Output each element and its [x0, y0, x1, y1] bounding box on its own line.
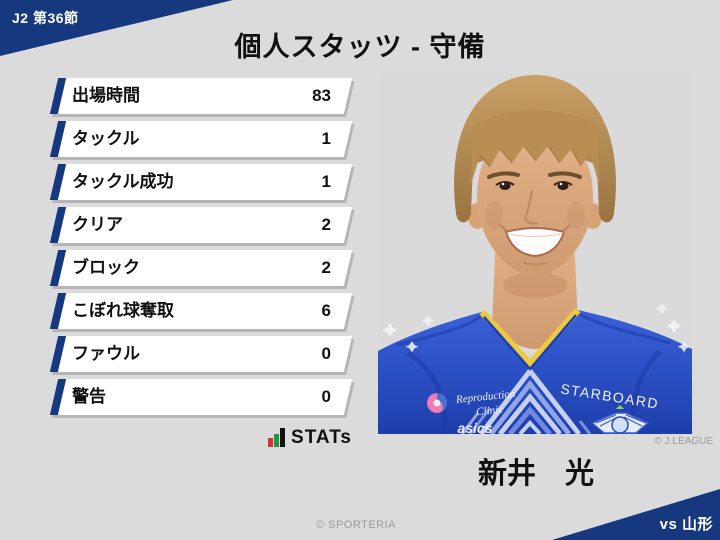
stat-value: 0 [321, 387, 331, 406]
opponent-label: vs 山形 [659, 516, 713, 533]
opponent-banner: vs 山形 [552, 489, 720, 540]
stats-logo: STATs [54, 423, 352, 447]
sponsor-asics: asics [457, 420, 492, 434]
round-label: J2 第36節 [12, 10, 79, 26]
stats-logo-text: STATs [291, 427, 352, 448]
jersey-chevron-pattern [460, 366, 592, 434]
stat-row: こぼれ球奪取 6 [49, 293, 353, 329]
stat-value: 83 [312, 86, 331, 105]
shoulder-stars [382, 303, 691, 353]
stats-list: 出場時間 83 タックル 1 タックル成功 1 クリア 2 ブロック 2 こぼれ [49, 78, 353, 422]
stat-row: ブロック 2 [49, 250, 353, 286]
page-title: 個人スタッツ - 守備 [234, 32, 486, 62]
player-jersey: Reproduction Clinic STARBOARD asics [378, 303, 692, 434]
stat-label: ブロック [72, 258, 140, 277]
site-credit: © SPORTERIA [315, 519, 397, 531]
stat-value: 2 [321, 215, 331, 234]
sponsor-clinic: Clinic [476, 404, 504, 419]
stat-value: 6 [321, 301, 331, 320]
bar-chart-icon [267, 428, 286, 447]
player-fringe [471, 110, 599, 185]
club-crest [590, 405, 650, 434]
stat-row: クリア 2 [49, 207, 353, 243]
stat-label: 警告 [72, 387, 106, 406]
stat-row: 出場時間 83 [49, 78, 353, 114]
player-name: 新井 光 [477, 458, 594, 490]
stat-row: タックル 1 [49, 121, 353, 157]
player-smile [499, 224, 571, 266]
stat-row: ファウル 0 [49, 336, 353, 372]
photo-credit: © J.LEAGUE [654, 436, 714, 447]
player-photo: Reproduction Clinic STARBOARD asics [378, 73, 692, 434]
stat-value: 0 [321, 344, 331, 363]
player-head [454, 75, 616, 279]
reproduction-clinic-logo [427, 393, 447, 413]
stat-row: 警告 0 [49, 379, 353, 415]
stat-label: 出場時間 [72, 86, 140, 105]
stat-value: 1 [321, 129, 331, 148]
player-face [477, 129, 593, 279]
stat-label: ファウル [72, 344, 140, 363]
stat-value: 1 [321, 172, 331, 191]
jersey-collar [479, 307, 581, 371]
stat-label: こぼれ球奪取 [72, 301, 174, 320]
stat-label: クリア [72, 215, 123, 234]
stat-value: 2 [321, 258, 331, 277]
stat-label: タックル [72, 129, 140, 148]
stat-label: タックル成功 [72, 172, 174, 191]
stat-row: タックル成功 1 [49, 164, 353, 200]
player-eyes [495, 181, 573, 190]
